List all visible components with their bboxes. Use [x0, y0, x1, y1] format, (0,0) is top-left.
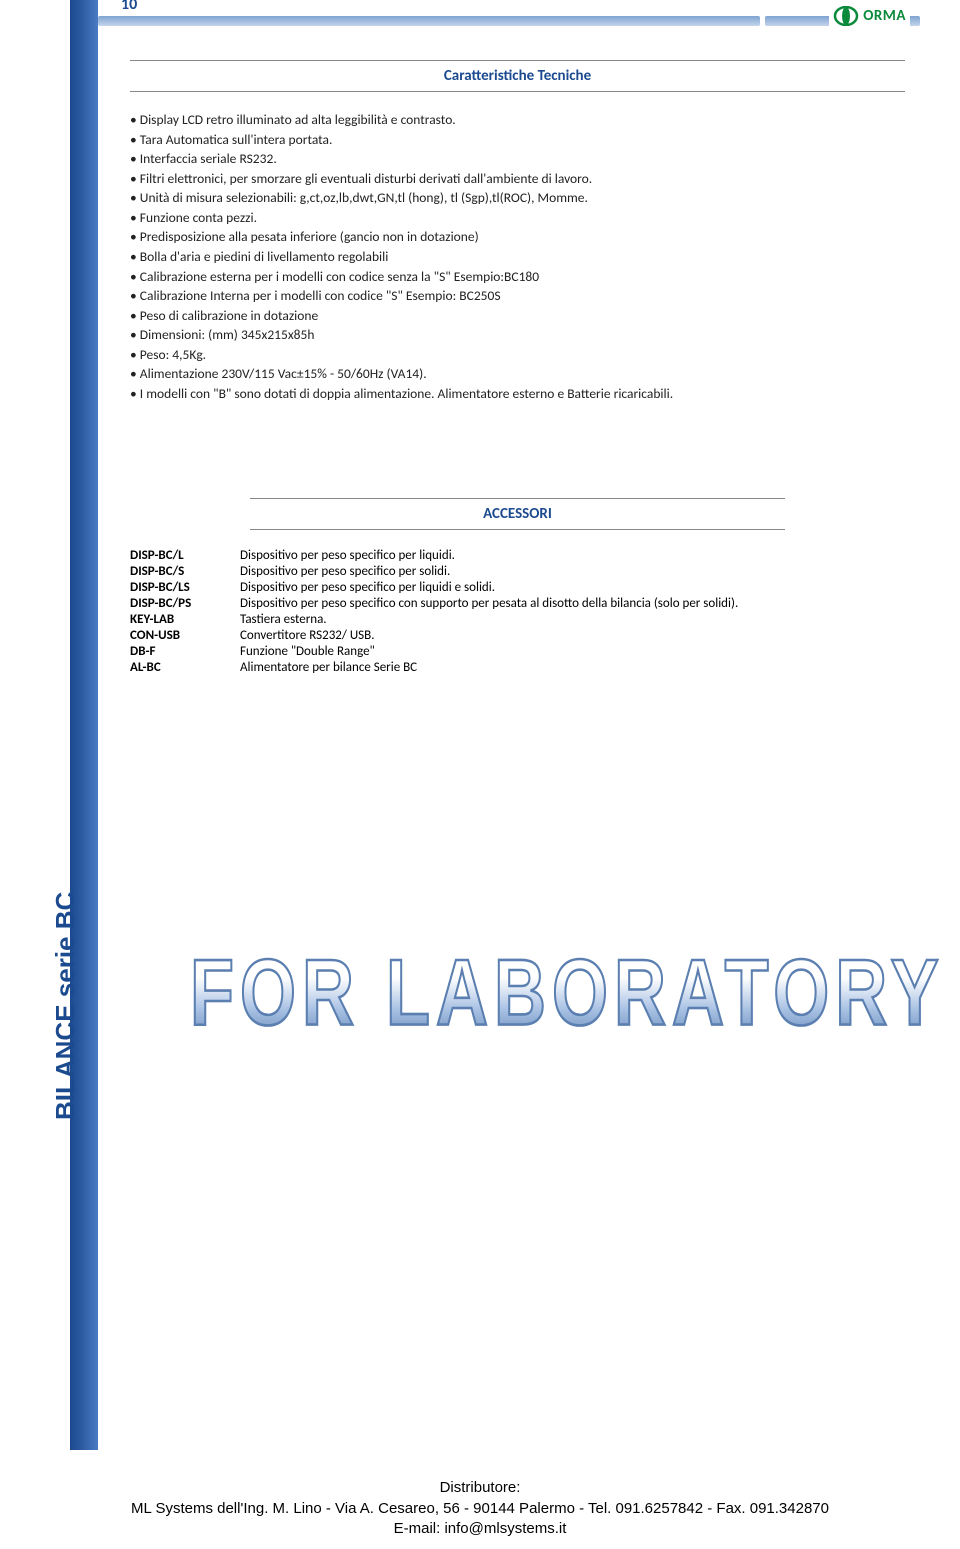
left-gradient-bar — [70, 0, 98, 1450]
spec-bullet-item: Calibrazione esterna per i modelli con c… — [130, 267, 905, 287]
accessory-code: CON-USB — [130, 628, 240, 643]
section-title-accessori: ACCESSORI — [250, 498, 785, 530]
brand-logo: ORMA — [829, 6, 910, 26]
spec-bullet-item: Alimentazione 230V/115 Vac±15% - 50/60Hz… — [130, 364, 905, 384]
accessory-desc: Dispositivo per peso specifico per liqui… — [240, 548, 905, 563]
accessory-code: DISP-BC/PS — [130, 596, 240, 611]
spec-bullet-item: Display LCD retro illuminato ad alta leg… — [130, 110, 905, 130]
accessory-desc: Dispositivo per peso specifico per liqui… — [240, 580, 905, 595]
spec-bullet-list: Display LCD retro illuminato ad alta leg… — [130, 110, 905, 403]
accessory-desc: Dispositivo per peso specifico per solid… — [240, 564, 905, 579]
spec-bullet-item: I modelli con "B" sono dotati di doppia … — [130, 384, 905, 404]
brand-name: ORMA — [863, 7, 906, 25]
for-laboratory-watermark: FOR LABORATORY — [190, 940, 945, 1047]
accessory-code: DISP-BC/S — [130, 564, 240, 579]
spec-bullet-item: Interfaccia seriale RS232. — [130, 149, 905, 169]
spec-bullet-item: Peso di calibrazione in dotazione — [130, 306, 905, 326]
footer: Distributore: ML Systems dell'Ing. M. Li… — [0, 1478, 960, 1539]
accessory-desc: Alimentatore per bilance Serie BC — [240, 660, 905, 675]
spec-bullet-item: Unità di misura selezionabili: g,ct,oz,l… — [130, 188, 905, 208]
accessory-code: KEY-LAB — [130, 612, 240, 627]
spec-bullet-item: Calibrazione Interna per i modelli con c… — [130, 286, 905, 306]
accessori-table: DISP-BC/LDispositivo per peso specifico … — [130, 548, 905, 675]
spec-bullet-item: Predisposizione alla pesata inferiore (g… — [130, 227, 905, 247]
accessory-code: AL-BC — [130, 660, 240, 675]
accessori-block: ACCESSORI DISP-BC/LDispositivo per peso … — [130, 498, 905, 675]
accessory-desc: Tastiera esterna. — [240, 612, 905, 627]
spec-bullet-item: Tara Automatica sull'intera portata. — [130, 130, 905, 150]
section-title-caratteristiche: Caratteristiche Tecniche — [130, 60, 905, 92]
spec-bullet-item: Peso: 4,5Kg. — [130, 345, 905, 365]
spec-bullet-item: Dimensioni: (mm) 345x215x85h — [130, 325, 905, 345]
footer-line-2: ML Systems dell'Ing. M. Lino - Via A. Ce… — [0, 1499, 960, 1519]
accessory-code: DISP-BC/L — [130, 548, 240, 563]
spec-bullet-item: Funzione conta pezzi. — [130, 208, 905, 228]
spec-bullet-item: Bolla d'aria e piedini di livellamento r… — [130, 247, 905, 267]
header-bar — [98, 13, 920, 29]
footer-line-1: Distributore: — [0, 1478, 960, 1498]
page-number: 10 — [115, 0, 143, 14]
spec-bullet-item: Filtri elettronici, per smorzare gli eve… — [130, 169, 905, 189]
accessory-code: DB-F — [130, 644, 240, 659]
header-strip-left — [98, 16, 760, 26]
orma-logo-icon — [833, 6, 859, 26]
sidebar-vertical-label: BILANCE serie BC — [50, 892, 81, 1120]
accessory-desc: Funzione "Double Range" — [240, 644, 905, 659]
main-content: Caratteristiche Tecniche Display LCD ret… — [130, 60, 905, 675]
accessory-code: DISP-BC/LS — [130, 580, 240, 595]
accessory-desc: Dispositivo per peso specifico con suppo… — [240, 596, 905, 611]
accessory-desc: Convertitore RS232/ USB. — [240, 628, 905, 643]
footer-line-3: E-mail: info@mlsystems.it — [0, 1519, 960, 1539]
